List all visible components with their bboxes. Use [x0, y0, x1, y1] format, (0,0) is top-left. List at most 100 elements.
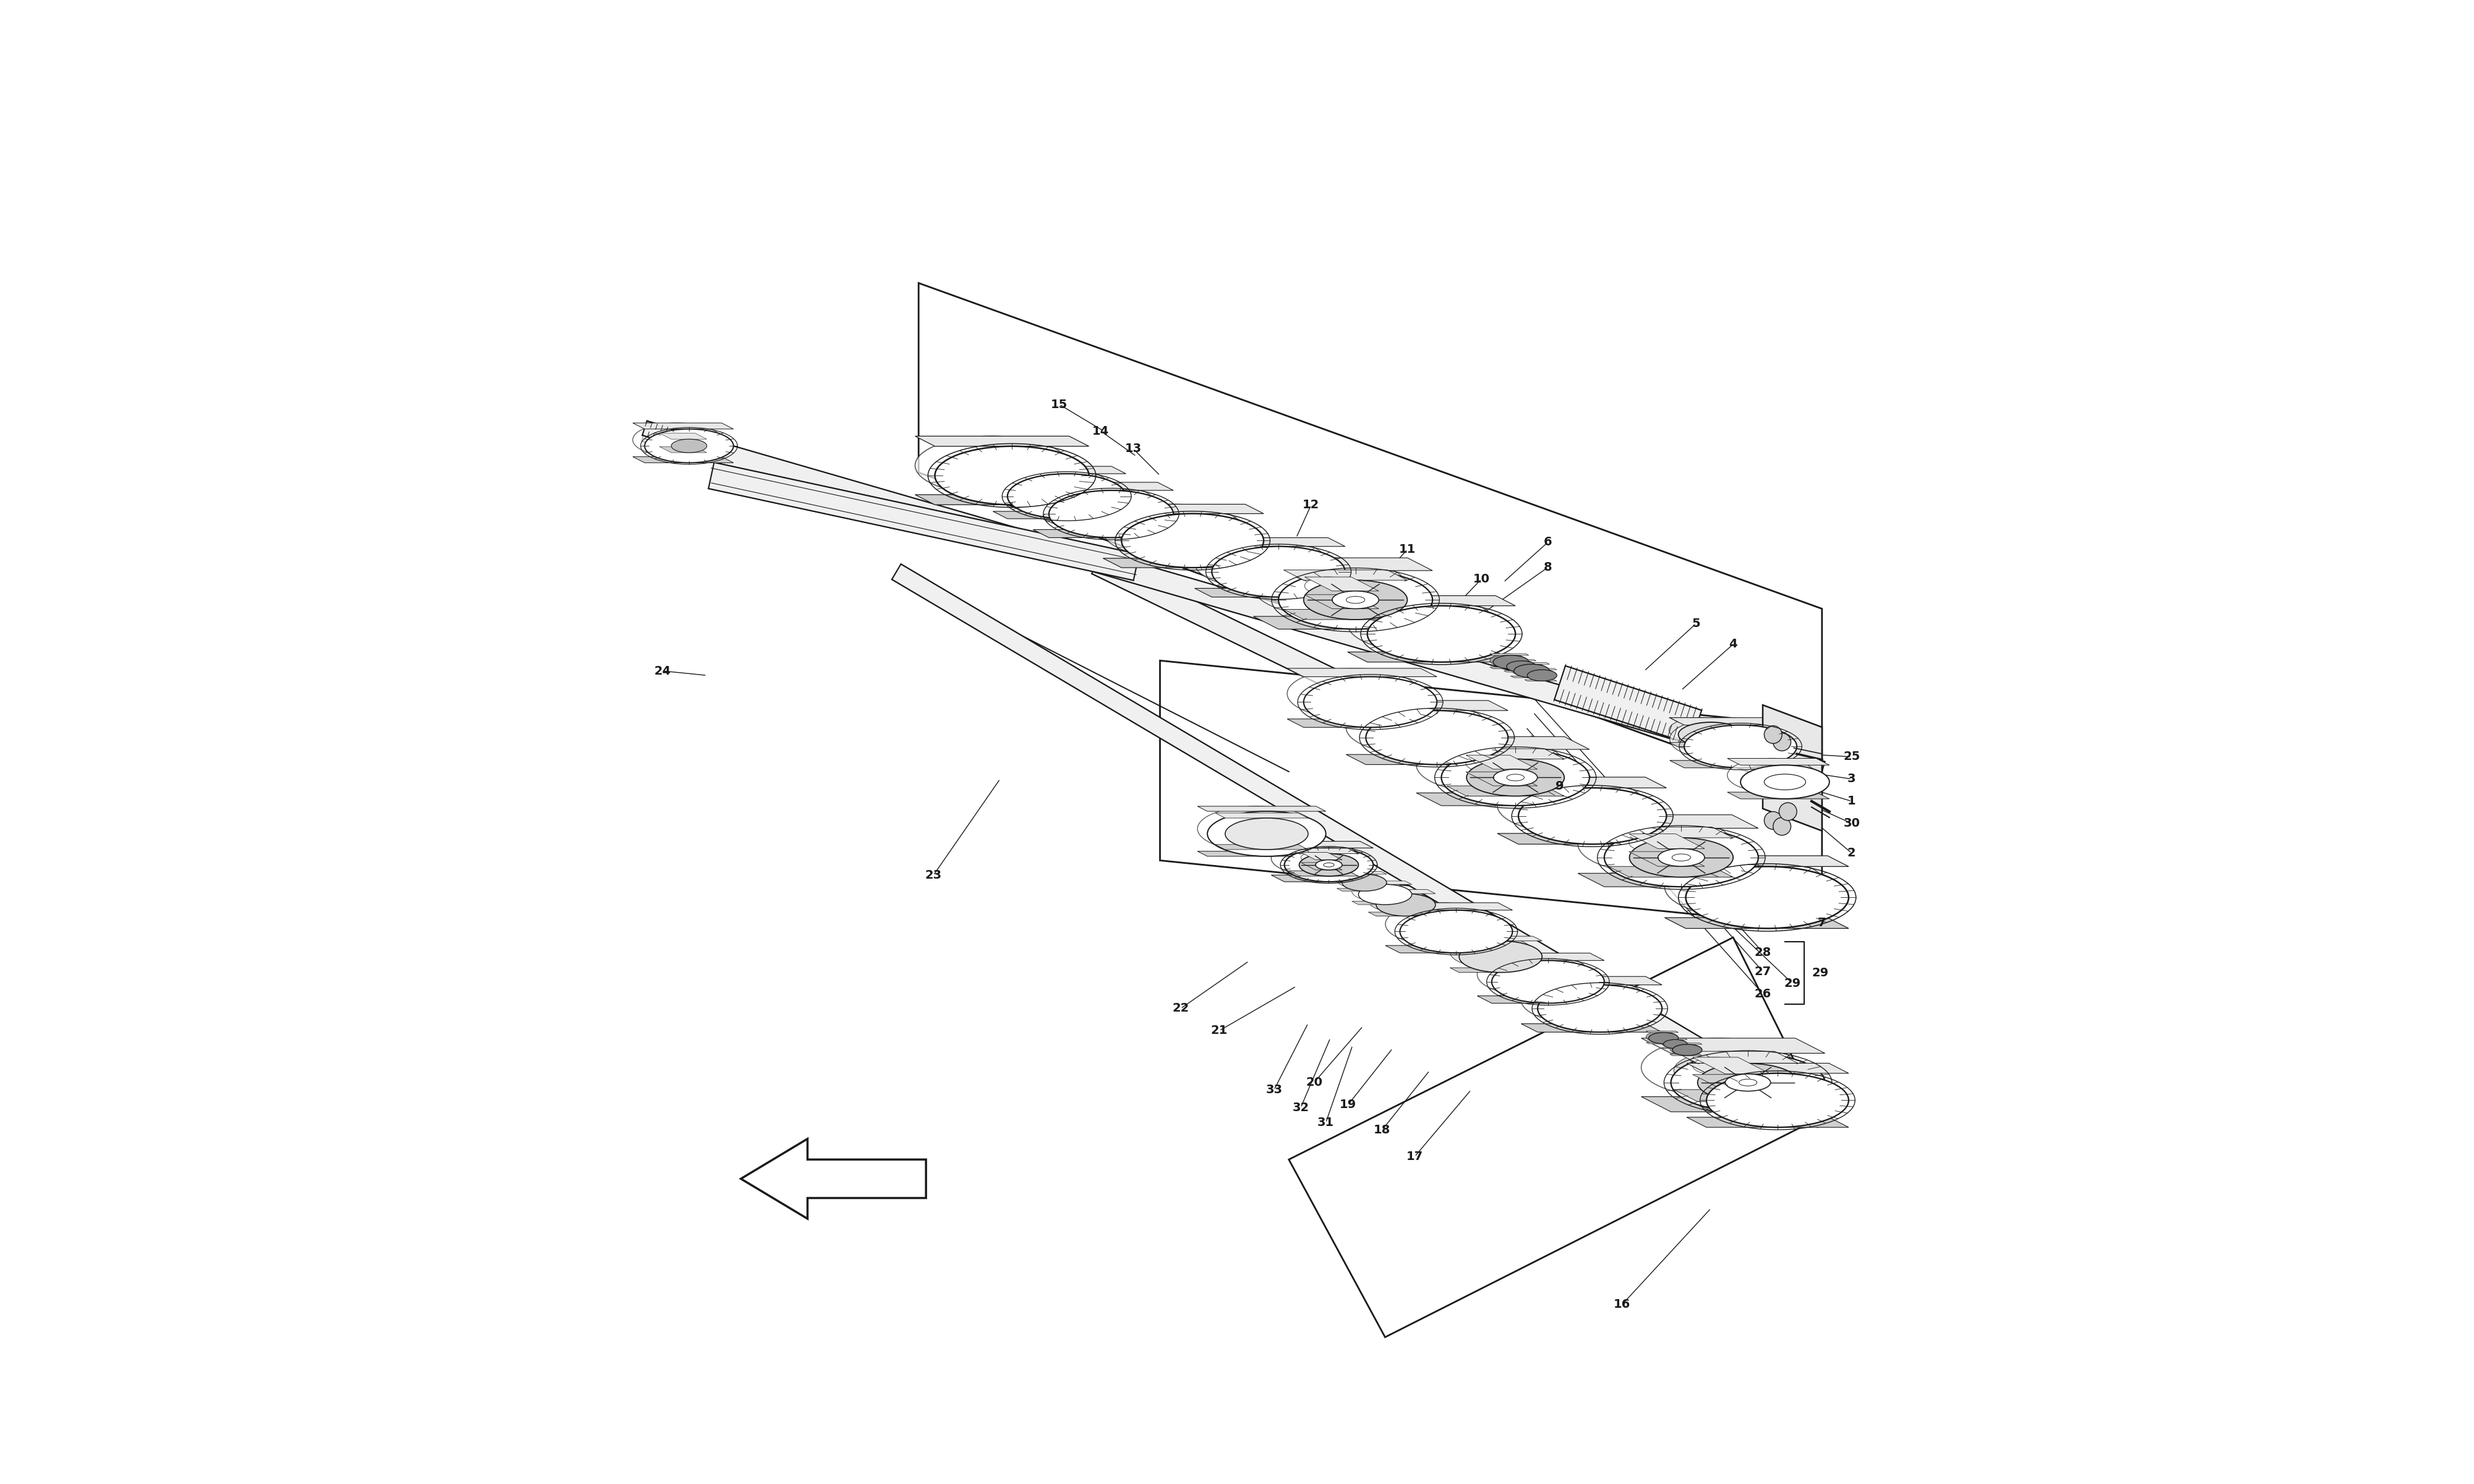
Ellipse shape: [1331, 591, 1378, 608]
Polygon shape: [708, 463, 1138, 580]
Polygon shape: [1304, 595, 1378, 608]
Polygon shape: [1670, 718, 1744, 723]
Circle shape: [1764, 726, 1781, 743]
Text: 21: 21: [1210, 1025, 1227, 1037]
Polygon shape: [1351, 901, 1413, 905]
Ellipse shape: [633, 423, 722, 457]
Ellipse shape: [1376, 893, 1435, 916]
Polygon shape: [891, 564, 1826, 1128]
Ellipse shape: [1608, 827, 1712, 867]
Polygon shape: [1385, 902, 1512, 910]
Polygon shape: [1578, 873, 1759, 887]
Polygon shape: [1640, 1039, 1826, 1054]
Ellipse shape: [1346, 597, 1366, 604]
Ellipse shape: [1672, 853, 1690, 861]
Polygon shape: [1385, 945, 1512, 953]
Polygon shape: [1608, 827, 1734, 838]
Polygon shape: [1215, 844, 1309, 849]
Polygon shape: [1692, 1057, 1771, 1074]
Text: 27: 27: [1754, 966, 1771, 978]
Polygon shape: [1304, 577, 1378, 591]
Polygon shape: [1034, 530, 1173, 537]
Polygon shape: [1348, 651, 1517, 662]
Ellipse shape: [1519, 788, 1667, 844]
Ellipse shape: [1304, 677, 1437, 727]
Polygon shape: [1215, 813, 1309, 818]
Text: 4: 4: [1729, 638, 1737, 650]
Ellipse shape: [1578, 815, 1732, 873]
Ellipse shape: [646, 429, 732, 463]
Ellipse shape: [1197, 806, 1316, 852]
Ellipse shape: [1724, 1074, 1771, 1091]
Ellipse shape: [1514, 665, 1549, 678]
Polygon shape: [1272, 876, 1373, 881]
Polygon shape: [1415, 792, 1588, 806]
Ellipse shape: [1665, 856, 1828, 917]
Polygon shape: [1368, 889, 1435, 893]
Ellipse shape: [1034, 482, 1158, 530]
Polygon shape: [740, 1138, 925, 1218]
Polygon shape: [1477, 953, 1603, 960]
Ellipse shape: [1526, 669, 1556, 681]
Text: 5: 5: [1692, 617, 1700, 629]
Text: 10: 10: [1472, 573, 1489, 585]
Ellipse shape: [1415, 736, 1564, 792]
Ellipse shape: [1670, 1054, 1826, 1112]
Text: 15: 15: [1051, 399, 1069, 410]
Ellipse shape: [1663, 1039, 1685, 1048]
Ellipse shape: [1742, 766, 1828, 798]
Ellipse shape: [1685, 867, 1848, 929]
Ellipse shape: [1366, 711, 1509, 764]
Polygon shape: [992, 466, 1126, 473]
Circle shape: [1774, 733, 1791, 751]
Polygon shape: [1687, 1063, 1848, 1073]
Polygon shape: [641, 421, 1826, 782]
Ellipse shape: [1049, 490, 1173, 537]
Polygon shape: [1103, 505, 1264, 513]
Polygon shape: [1670, 742, 1744, 746]
Polygon shape: [1103, 558, 1264, 568]
Ellipse shape: [1522, 976, 1645, 1024]
Ellipse shape: [1447, 749, 1544, 787]
Ellipse shape: [1675, 1051, 1774, 1089]
Ellipse shape: [1670, 718, 1734, 742]
Ellipse shape: [935, 447, 1089, 505]
Polygon shape: [1447, 749, 1564, 758]
Polygon shape: [1670, 718, 1796, 726]
Polygon shape: [1286, 718, 1437, 727]
Polygon shape: [1336, 889, 1385, 890]
Ellipse shape: [1336, 871, 1380, 889]
Polygon shape: [1447, 787, 1564, 795]
Text: 12: 12: [1304, 499, 1319, 510]
Polygon shape: [1351, 881, 1413, 884]
Ellipse shape: [1658, 849, 1705, 867]
Polygon shape: [915, 494, 1089, 505]
Polygon shape: [1764, 705, 1821, 831]
Polygon shape: [1675, 1089, 1799, 1101]
Ellipse shape: [1672, 1045, 1702, 1055]
Ellipse shape: [915, 436, 1069, 494]
Ellipse shape: [1284, 847, 1373, 881]
Text: 29: 29: [1784, 978, 1801, 990]
Polygon shape: [661, 433, 708, 439]
Ellipse shape: [1494, 769, 1536, 787]
Ellipse shape: [1640, 1039, 1796, 1097]
Text: 7: 7: [1818, 917, 1826, 929]
Polygon shape: [1512, 677, 1549, 678]
Ellipse shape: [1477, 953, 1591, 996]
Ellipse shape: [1007, 473, 1126, 519]
Ellipse shape: [1670, 718, 1781, 760]
Ellipse shape: [1272, 841, 1361, 876]
Ellipse shape: [1254, 558, 1408, 616]
Ellipse shape: [1670, 1043, 1700, 1054]
Polygon shape: [1272, 841, 1373, 847]
Ellipse shape: [1467, 758, 1564, 795]
Ellipse shape: [661, 433, 695, 447]
Polygon shape: [1727, 792, 1828, 798]
Ellipse shape: [1230, 819, 1304, 847]
Ellipse shape: [1467, 755, 1509, 772]
Text: 14: 14: [1094, 426, 1108, 436]
Polygon shape: [1284, 570, 1408, 580]
Polygon shape: [1091, 555, 1826, 926]
Text: 3: 3: [1848, 773, 1856, 785]
